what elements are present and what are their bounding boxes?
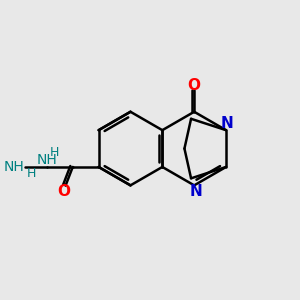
Text: N: N: [189, 184, 202, 199]
Text: N: N: [221, 116, 234, 131]
Text: O: O: [188, 77, 201, 92]
Text: NH: NH: [37, 153, 57, 167]
Text: H: H: [26, 167, 36, 180]
Text: NH: NH: [3, 160, 24, 174]
Text: H: H: [50, 146, 60, 159]
Text: O: O: [58, 184, 70, 200]
